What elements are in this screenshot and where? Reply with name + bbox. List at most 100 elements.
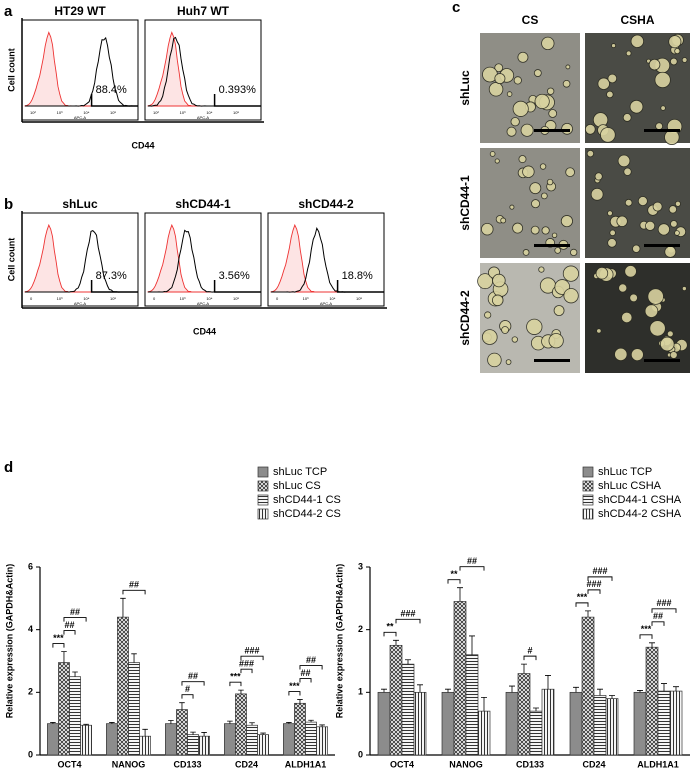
spheroid [629,99,644,114]
spheroid [644,304,659,318]
error-bar [649,642,655,648]
spheroid [554,247,562,254]
axis-tick-label: 10³ [57,110,63,115]
x-tick-label: NANOG [112,759,146,769]
legend-label: shLuc TCP [598,466,652,478]
spheroid [681,286,687,292]
gate [336,280,384,293]
x-tick-label: NANOG [449,759,483,769]
bar [198,735,210,756]
spheroid [487,352,502,368]
x-tick-label: ALDH1A1 [285,759,327,769]
spheroid [652,201,663,212]
spheroid [512,222,524,234]
bar [69,676,81,756]
spheroid [681,57,688,63]
spheroid [630,348,644,362]
spheroid [674,48,681,55]
bar [246,724,258,756]
axis-tick-label: 10⁴ [206,110,212,115]
spheroid [597,77,610,90]
significance-bracket [299,665,323,670]
spheroid [607,73,618,84]
axis-tick-label: 0 [153,296,156,301]
axis-label: APC-A [74,115,87,120]
error-bar [201,732,207,737]
spheroid [616,215,628,227]
gate [90,280,138,293]
legend-label: shLuc TCP [273,466,327,478]
gate [213,280,261,293]
spheroid [674,230,680,236]
y-axis-label: Cell count [6,238,16,282]
spheroid [489,151,496,157]
y-tick-label: 2 [28,687,33,697]
bar [569,691,583,756]
legend-swatch [582,508,594,520]
cd44-histogram [25,36,135,107]
gate [90,94,138,107]
error-bar [83,723,89,726]
spheroid [664,129,680,145]
column-title: CSHA [620,13,654,27]
error-bar [533,707,539,712]
error-bar [481,696,487,712]
spheroid [546,87,555,95]
axis-tick-label: 10⁵ [233,296,239,301]
bar [176,709,188,756]
y-axis-label: Relative expression (GAPDH&Actin) [334,564,344,719]
spheroid [669,57,678,66]
error-bar [286,722,292,724]
plot-title: Huh7 WT [177,4,230,18]
bar [47,723,59,756]
legend-label: shLuc CSHA [598,480,662,492]
significance-bracket [651,608,677,613]
spheroid [607,238,617,248]
significance-bracket [383,631,397,637]
error-bar [545,675,551,690]
spheroid [618,283,628,293]
bar [224,723,236,756]
significance-mark: ### [592,566,607,576]
spheroid [565,167,575,178]
spheroid [563,288,579,304]
bar [294,702,306,756]
axis-label: APC-A [197,301,210,306]
axis-tick-label: 0 [276,296,279,301]
spheroid [645,220,656,231]
error-bar [308,719,314,723]
gate-percent: 87.3% [96,270,127,282]
spheroid [481,222,494,236]
significance-mark: ### [656,598,671,608]
spheroid [617,154,631,168]
bar [605,698,619,756]
spheroid [586,149,595,158]
bar [401,663,415,756]
spheroid [670,220,678,228]
spheroid [607,210,613,217]
spheroid [624,265,637,278]
significance-mark: ## [129,580,139,590]
error-bar [585,610,591,618]
spheroid [655,122,664,131]
gate-percent: 18.8% [342,270,373,282]
panel-label: b [4,196,13,213]
plot-title: shLuc [62,197,98,211]
error-bar [131,653,137,663]
significance-mark: *** [53,633,64,643]
scale-bar [534,359,570,362]
scale-bar [534,129,570,132]
error-bar [469,635,475,655]
spheroid [510,117,520,127]
y-tick-label: 3 [358,561,363,571]
spheroid [538,266,545,273]
bar [645,646,659,756]
gate-percent: 0.393% [219,84,257,96]
bar [235,693,247,756]
error-bar [509,685,515,693]
axis-label: APC-A [320,301,333,306]
axis-label: APC-A [74,301,87,306]
spheroid [506,91,513,97]
legend-swatch [582,494,594,506]
spheroid [657,223,670,236]
